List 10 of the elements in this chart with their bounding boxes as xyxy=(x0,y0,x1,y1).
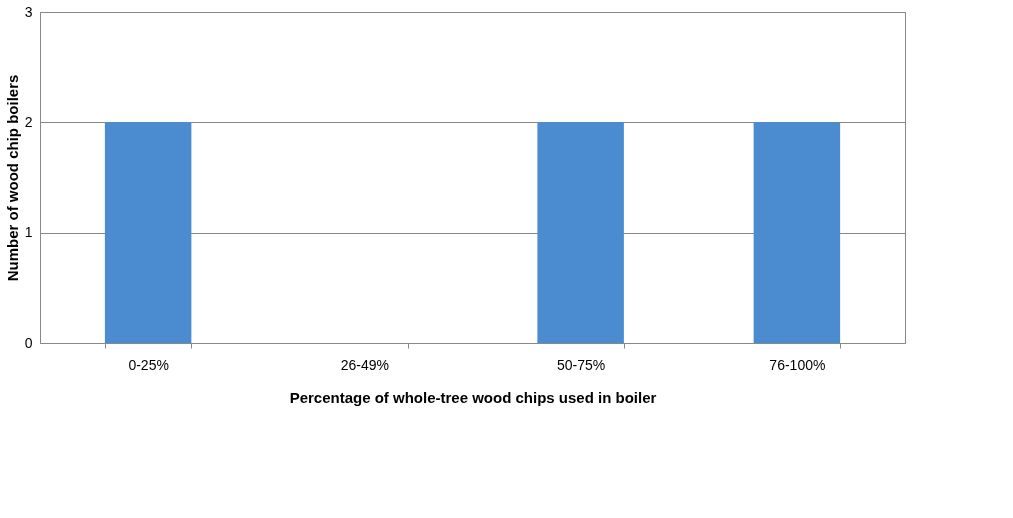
y-tick-label: 3 xyxy=(24,3,33,20)
x-tick-label: 76-100% xyxy=(769,356,826,373)
y-axis-title: Number of wood chip boilers xyxy=(3,74,21,282)
x-tick-label: 50-75% xyxy=(556,356,606,373)
x-tick-label: 26-49% xyxy=(340,356,390,373)
y-tick-label: 0 xyxy=(24,334,33,351)
x-tick-label: 0-25% xyxy=(128,356,169,373)
y-tick-label: 1 xyxy=(24,224,33,241)
y-tick-label: 2 xyxy=(24,113,33,130)
x-axis-title: Percentage of whole-tree wood chips used in boiler xyxy=(289,388,657,406)
